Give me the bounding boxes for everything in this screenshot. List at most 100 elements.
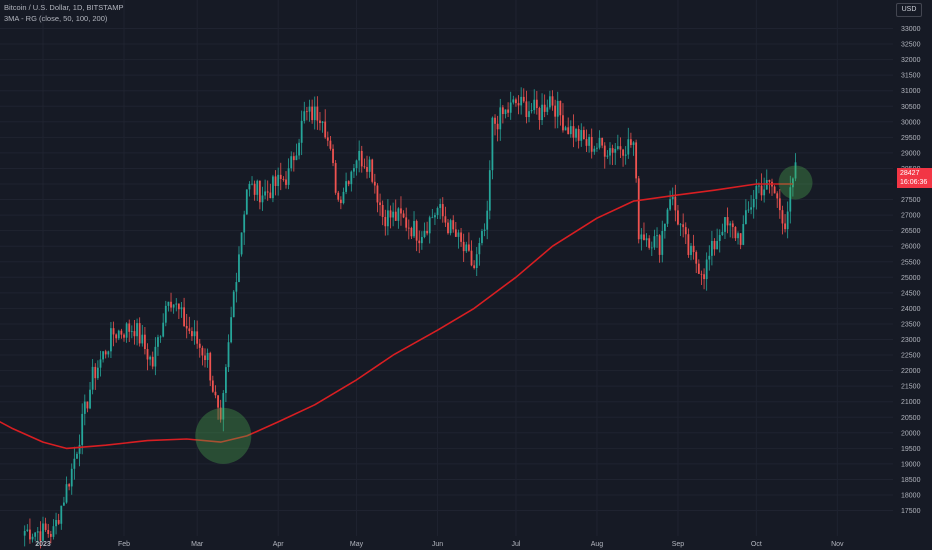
candle <box>65 476 68 504</box>
y-tick-label: 23500 <box>901 321 921 328</box>
indicator-legend[interactable]: 3MA - RG (close, 50, 100, 200) <box>4 14 108 23</box>
candle-body <box>110 328 112 352</box>
candle <box>656 227 658 248</box>
candle-body <box>235 282 238 292</box>
candle-body <box>585 139 588 146</box>
candle <box>434 212 436 226</box>
candle-body <box>538 107 541 120</box>
candle <box>117 329 120 341</box>
x-tick-label: Apr <box>273 541 285 548</box>
candle <box>175 298 178 312</box>
candle <box>49 530 52 544</box>
candle <box>373 173 376 194</box>
candle-body <box>541 104 543 120</box>
candle-body <box>423 230 426 238</box>
candle-body <box>347 181 350 185</box>
candle-body <box>645 238 648 241</box>
candle <box>606 150 609 159</box>
y-tick-label: 26500 <box>901 228 921 235</box>
candle <box>209 351 212 387</box>
candle <box>635 139 638 183</box>
candle-body <box>366 167 368 172</box>
candle <box>99 350 102 377</box>
candle-body <box>744 210 747 225</box>
candle <box>91 359 94 395</box>
candle-body <box>104 351 107 355</box>
candle <box>384 209 387 236</box>
candle <box>201 345 204 366</box>
candle <box>549 90 551 110</box>
candle-body <box>269 192 272 199</box>
price-axis[interactable]: 33000 32500 32000 31500 31000 30500 30000 29500… <box>901 26 921 515</box>
candle <box>415 219 418 252</box>
candle <box>457 229 460 249</box>
moving-average-line <box>0 183 793 450</box>
y-tick-label: 25000 <box>901 275 921 282</box>
y-tick-label: 21000 <box>901 399 921 406</box>
candle <box>737 231 739 245</box>
candle-body <box>750 207 752 210</box>
candle <box>747 201 750 213</box>
candle-body <box>713 240 716 250</box>
candle-body <box>789 187 792 212</box>
candle-body <box>522 96 525 102</box>
candle <box>261 186 264 211</box>
candle <box>530 103 533 114</box>
y-tick-label: 29500 <box>901 135 921 142</box>
candle <box>752 190 755 219</box>
candle-body <box>44 523 47 530</box>
candle-body <box>266 191 269 193</box>
candle <box>705 252 708 291</box>
candle-body <box>596 147 598 149</box>
candle <box>439 198 442 220</box>
candle-body <box>162 322 165 337</box>
candle-body <box>217 395 219 408</box>
candle-body <box>240 232 243 255</box>
candle <box>535 90 538 115</box>
candle-body <box>661 231 664 255</box>
candle <box>172 304 175 314</box>
candle <box>575 127 577 142</box>
candle <box>674 184 677 222</box>
candle <box>363 158 366 169</box>
symbol-title: Bitcoin / U.S. Dollar, 1D, BITSTAMP <box>4 3 124 12</box>
candle <box>298 138 300 160</box>
candle <box>517 95 520 115</box>
y-tick-label: 27500 <box>901 197 921 204</box>
candle <box>133 320 136 345</box>
candle-body <box>96 367 99 379</box>
candle-body <box>363 166 366 168</box>
candle <box>538 106 541 130</box>
time-axis[interactable]: 2023 Feb Mar Apr May Jun Jul Aug Sep Oct Nov <box>35 541 844 548</box>
candle <box>269 183 272 199</box>
candle-body <box>731 223 734 228</box>
candle-body <box>128 323 131 332</box>
candle-body <box>543 104 546 112</box>
candle <box>345 172 347 195</box>
candle-body <box>663 223 666 232</box>
candle-body <box>115 334 118 339</box>
candle-body <box>57 520 60 524</box>
candle-body <box>593 148 596 152</box>
candle-body <box>112 328 115 335</box>
currency-button[interactable]: USD <box>896 3 922 17</box>
candle-body <box>619 146 622 150</box>
candle <box>371 158 374 184</box>
candle <box>243 210 246 245</box>
candle-body <box>483 229 486 231</box>
candle-body <box>590 136 593 152</box>
candle <box>206 348 209 368</box>
candle <box>52 519 55 540</box>
candle <box>567 117 570 135</box>
x-tick-label: Aug <box>591 541 604 548</box>
candle <box>347 180 350 187</box>
candle <box>329 135 332 151</box>
candle-body <box>311 106 314 121</box>
candle <box>496 115 499 142</box>
candle <box>392 202 395 227</box>
candle <box>34 531 37 542</box>
candle <box>669 190 671 211</box>
candle-body <box>512 99 515 103</box>
